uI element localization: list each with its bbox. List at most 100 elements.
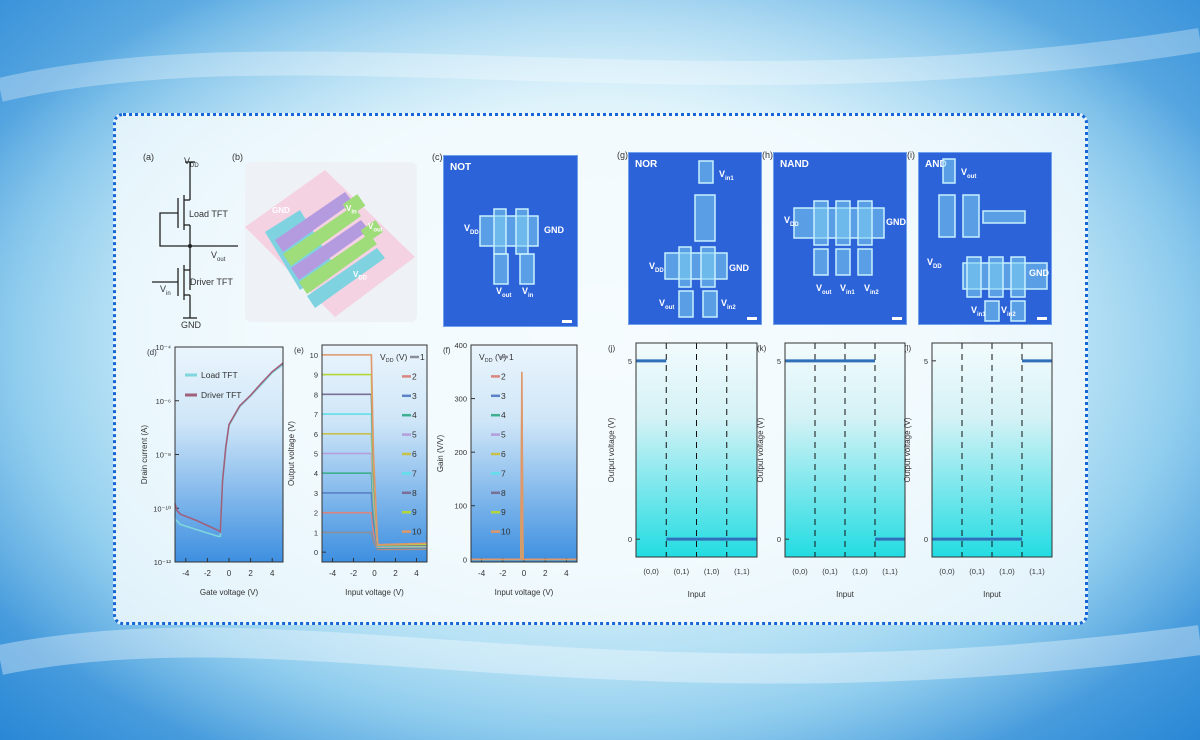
y-axis-label: Drain current (A) bbox=[140, 425, 149, 484]
legend-label: 8 bbox=[412, 488, 417, 498]
series-line-10 bbox=[322, 354, 428, 546]
device-vin-label: Vin bbox=[346, 204, 357, 216]
y-tick-label: 10⁻⁴ bbox=[155, 343, 171, 352]
x-tick-label: 0 bbox=[227, 569, 232, 578]
series-line-10 bbox=[471, 371, 577, 561]
y-tick-label: 300 bbox=[454, 395, 467, 404]
panel-tag: (k) bbox=[757, 344, 767, 353]
x-tick-label: (1,0) bbox=[852, 567, 868, 576]
y-tick-label: 400 bbox=[454, 341, 467, 350]
y-tick-label: 5 bbox=[628, 357, 632, 366]
panel-c-tag: (c) bbox=[432, 152, 443, 162]
x-axis-label: Input voltage (V) bbox=[495, 588, 554, 597]
y-tick-label: 3 bbox=[314, 489, 318, 498]
panel-tag: (j) bbox=[608, 344, 615, 353]
y-tick-label: 5 bbox=[777, 357, 781, 366]
legend-label: 3 bbox=[501, 391, 506, 401]
x-tick-label: -4 bbox=[182, 569, 190, 578]
legend-label: 9 bbox=[501, 507, 506, 517]
panel-i-tag: (i) bbox=[907, 150, 915, 160]
panel-tag: (f) bbox=[443, 346, 451, 355]
series-line-driver-tft bbox=[174, 362, 284, 534]
scale-bar bbox=[892, 317, 902, 320]
plot-frame bbox=[470, 344, 578, 563]
x-tick-label: (1,1) bbox=[1029, 567, 1045, 576]
y-axis-label: Gain (V/V) bbox=[436, 434, 445, 472]
legend-label: 10 bbox=[412, 527, 422, 537]
y-tick-label: 0 bbox=[314, 548, 318, 557]
and-gate-micrograph: AND Vout VDD GND Vin1 Vin2 bbox=[918, 152, 1052, 325]
device-vdd-label: VDD bbox=[353, 270, 368, 282]
y-tick-label: 4 bbox=[314, 469, 318, 478]
x-tick-label: (1,0) bbox=[999, 567, 1015, 576]
y-tick-label: 0 bbox=[463, 555, 467, 564]
y-tick-label: 10⁻¹⁰ bbox=[153, 504, 171, 513]
device-gnd-label: GND bbox=[272, 206, 290, 215]
x-tick-label: 2 bbox=[393, 569, 398, 578]
scale-bar bbox=[747, 317, 757, 320]
driver-tft-label: Driver TFT bbox=[190, 277, 233, 287]
x-tick-label: (1,0) bbox=[704, 567, 720, 576]
nand-vout-label: Vout bbox=[816, 283, 832, 296]
legend-label: 7 bbox=[501, 468, 506, 478]
inverter-circuit-diagram bbox=[152, 161, 238, 319]
y-tick-label: 10 bbox=[310, 351, 318, 360]
x-tick-label: (1,1) bbox=[882, 567, 898, 576]
x-tick-label: (0,1) bbox=[674, 567, 690, 576]
and-vdd-label: VDD bbox=[927, 257, 942, 270]
and-gnd-label: GND bbox=[1029, 268, 1049, 278]
nand-vdd-label: VDD bbox=[784, 215, 799, 228]
legend-title: VDD (V) bbox=[380, 352, 407, 364]
y-tick-label: 5 bbox=[924, 357, 928, 366]
y-axis-label: Output voltage (V) bbox=[756, 417, 765, 482]
not-gate-title: NOT bbox=[450, 162, 472, 173]
y-tick-label: 10⁻¹² bbox=[154, 558, 172, 567]
chart-k: (k) (0,0) (0,1) (1,0) (1,1) 0 5 Input Output vol… bbox=[756, 342, 906, 599]
chart-f: (f) -4 -2 0 2 4 0 100 200 300 400 Input voltage (V)… bbox=[436, 341, 578, 597]
nor-vout-label: Vout bbox=[659, 298, 675, 311]
y-tick-label: 5 bbox=[314, 450, 318, 459]
x-axis-label: Input bbox=[983, 590, 1002, 599]
y-tick-label: 10⁻⁸ bbox=[156, 451, 171, 460]
scale-bar bbox=[562, 320, 572, 323]
plot-area bbox=[175, 347, 283, 562]
y-tick-label: 9 bbox=[314, 371, 318, 380]
y-tick-label: 7 bbox=[314, 410, 318, 419]
chart-l: (l) (0,0) (0,1) (1,0) (1,1) 0 5 Input Output vol… bbox=[903, 342, 1053, 599]
y-tick-label: 100 bbox=[454, 502, 467, 511]
legend-label: Driver TFT bbox=[201, 390, 241, 400]
nand-vin1-label: Vin1 bbox=[840, 283, 855, 296]
scale-bar bbox=[1037, 317, 1047, 320]
not-vin-label: Vin bbox=[522, 286, 534, 299]
nor-vin2-label: Vin2 bbox=[721, 298, 736, 311]
panel-a-tag: (a) bbox=[143, 152, 154, 162]
and-vout-label: Vout bbox=[961, 167, 977, 180]
and-vin2-label: Vin2 bbox=[1001, 305, 1016, 318]
circuit-vout-label: Vout bbox=[211, 250, 226, 263]
legend-label: 5 bbox=[412, 430, 417, 440]
nor-vdd-label: VDD bbox=[649, 261, 664, 274]
legend-label: 3 bbox=[412, 391, 417, 401]
legend-label: 7 bbox=[412, 468, 417, 478]
x-tick-label: (1,1) bbox=[734, 567, 750, 576]
x-tick-label: 2 bbox=[248, 569, 253, 578]
x-tick-label: 4 bbox=[270, 569, 275, 578]
nand-gnd-label: GND bbox=[886, 217, 906, 227]
y-tick-label: 200 bbox=[454, 448, 467, 457]
panel-tag: (d) bbox=[147, 348, 157, 357]
legend-label: 5 bbox=[501, 430, 506, 440]
x-axis-label: Input voltage (V) bbox=[345, 588, 404, 597]
y-axis-label: Output voltage (V) bbox=[287, 421, 296, 486]
nor-gate-pattern bbox=[664, 160, 728, 318]
x-tick-label: 0 bbox=[522, 569, 527, 578]
x-tick-label: -4 bbox=[478, 569, 486, 578]
circuit-vdd-label: VDD bbox=[184, 156, 199, 169]
x-tick-label: (0,1) bbox=[822, 567, 838, 576]
legend-label: 4 bbox=[412, 410, 417, 420]
device-vout-label: Vout bbox=[368, 222, 383, 234]
x-tick-label: 4 bbox=[564, 569, 569, 578]
x-axis-label: Input bbox=[836, 590, 855, 599]
y-axis-label: Output voltage (V) bbox=[607, 417, 616, 482]
device-3d-schematic bbox=[245, 162, 417, 322]
